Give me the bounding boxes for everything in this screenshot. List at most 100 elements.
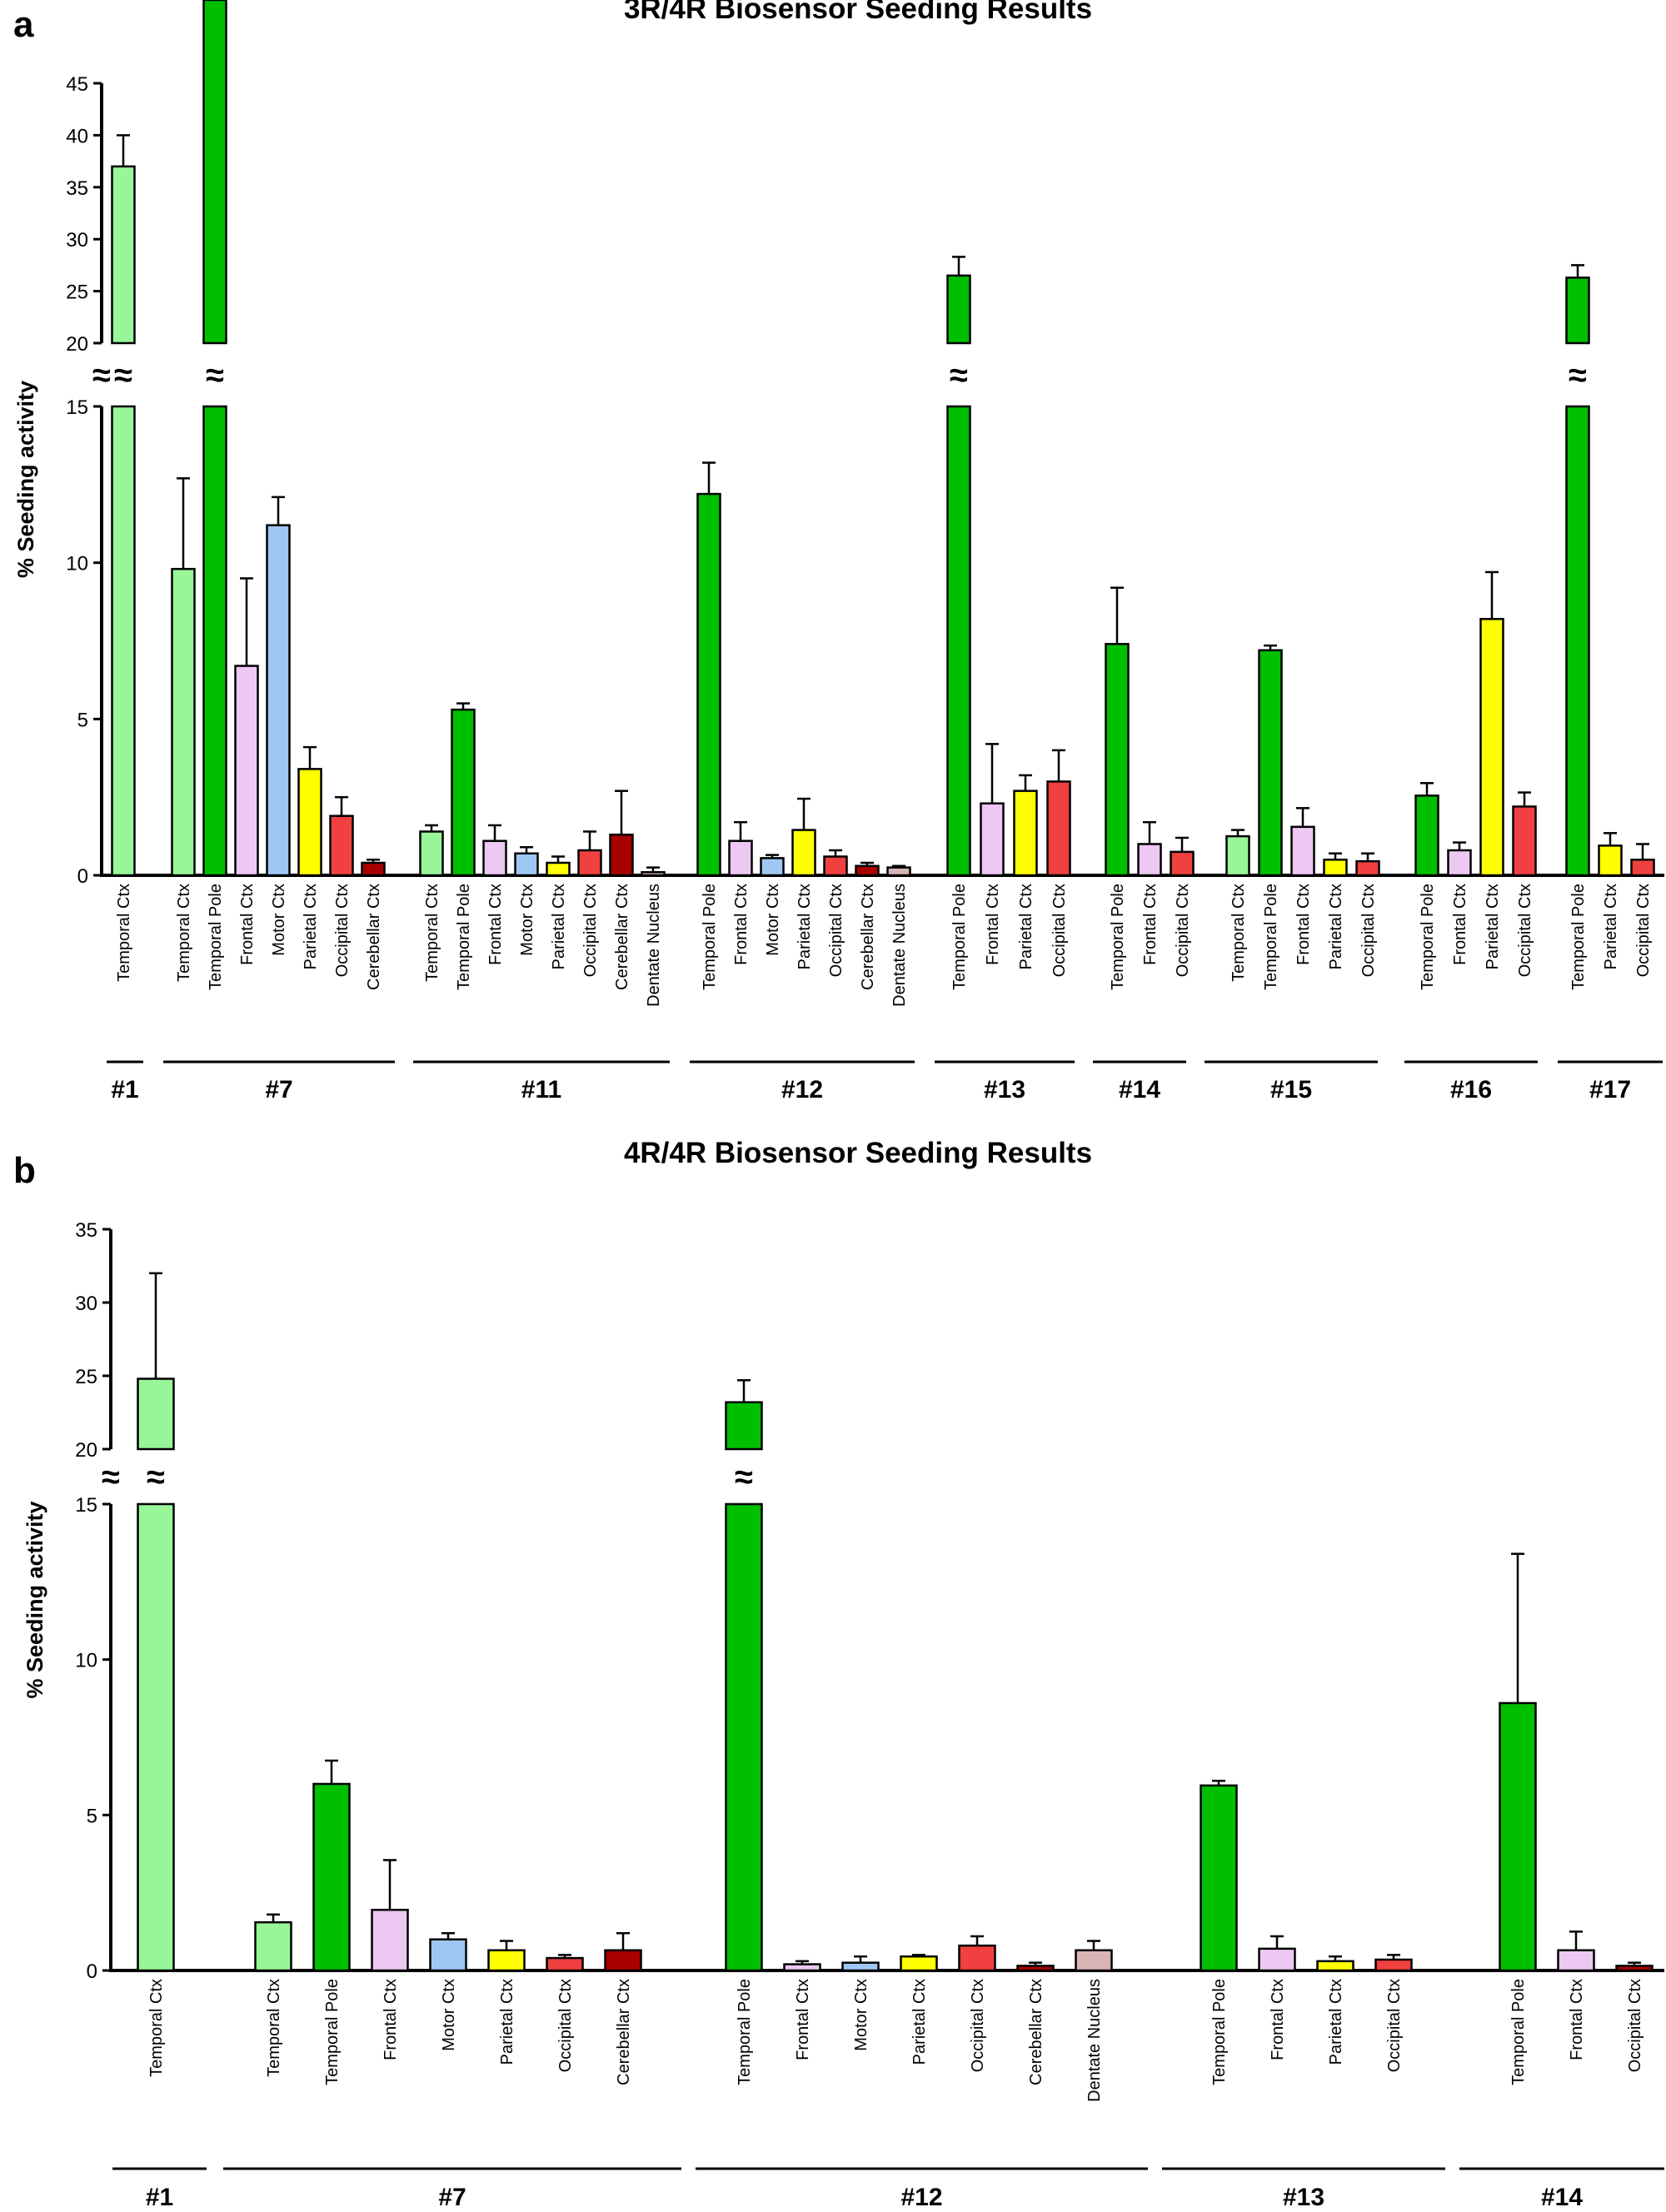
bar-lower-segment xyxy=(202,405,227,877)
axis-break-icon: ≈ xyxy=(92,357,111,394)
bar-category-label: Temporal Pole xyxy=(207,884,225,990)
bar xyxy=(1046,780,1071,877)
bar-category-label: Temporal Pole xyxy=(1262,884,1280,990)
bar xyxy=(791,829,816,877)
bar-category-label: Cerebellar Ctx xyxy=(365,884,383,990)
bar-category-label: Dentate Nucleus xyxy=(645,884,663,1007)
bar xyxy=(1225,834,1250,877)
panel-a: a 3R/4R Biosensor Seeding Results % Seedin… xyxy=(13,0,1664,1104)
bar xyxy=(1565,276,1590,345)
bar-category-label: Occipital Ctx xyxy=(1174,884,1192,977)
bar-lower-segment xyxy=(111,405,136,877)
bar xyxy=(1414,795,1439,877)
bar xyxy=(171,567,196,877)
bar xyxy=(266,524,291,877)
bar-category-label: Frontal Ctx xyxy=(1451,884,1469,965)
bar-category-label: Temporal Pole xyxy=(701,884,719,990)
group-case-14: Temporal Pole Frontal Ctx Occipital Ctx #14 xyxy=(1459,1552,1664,2211)
group-label: #13 xyxy=(984,1076,1025,1104)
bar-category-label: Temporal Pole xyxy=(1210,1979,1229,2085)
bar-category-label: Occipital Ctx xyxy=(1050,884,1069,977)
bar-category-label: Dentate Nucleus xyxy=(1085,1979,1104,2102)
bar-category-label: Temporal Ctx xyxy=(423,884,441,982)
panel-label: b xyxy=(13,1150,36,1191)
bar xyxy=(604,1949,642,1972)
bar-category-label: Parietal Ctx xyxy=(1602,884,1620,969)
bar-break-icon: ≈ xyxy=(735,1459,753,1496)
bar xyxy=(1615,1965,1654,1972)
bar xyxy=(783,1963,821,1972)
group-label: #12 xyxy=(781,1076,823,1104)
bar-category-label: Temporal Ctx xyxy=(1230,884,1248,982)
bar-category-label: Occipital Ctx xyxy=(581,884,600,977)
group-label: #15 xyxy=(1270,1076,1312,1104)
group-case-12: ≈ Temporal Pole Frontal Ctx Motor Ctx Pariet… xyxy=(696,1379,1148,2211)
panel-b: b 4R/4R Biosensor Seeding Results % Seedin… xyxy=(13,1137,1664,2211)
y-tick-label: 10 xyxy=(75,1650,97,1672)
bar xyxy=(1598,844,1623,877)
bar xyxy=(361,861,386,877)
group-case-13: Temporal Pole Frontal Ctx Parietal Ctx Occi… xyxy=(1162,1780,1445,2211)
bar-category-label: Temporal Pole xyxy=(1509,1979,1528,2085)
bar xyxy=(958,1944,996,1972)
bar xyxy=(1016,1965,1055,1972)
bar-lower-segment xyxy=(946,405,971,877)
bar xyxy=(487,1949,526,1972)
bar xyxy=(1075,1949,1113,1972)
bar-category-label: Temporal Ctx xyxy=(175,884,193,982)
group-case-11: Temporal Ctx Temporal Pole Frontal Ctx Moto… xyxy=(413,702,670,1104)
bar-category-label: Frontal Ctx xyxy=(1294,884,1313,965)
bar-category-label: Temporal Pole xyxy=(323,1979,342,2085)
bar-category-label: Frontal Ctx xyxy=(984,884,1002,965)
group-case-16: Temporal Pole Frontal Ctx Parietal Ctx Occi… xyxy=(1404,570,1538,1104)
bar xyxy=(234,665,259,877)
bar-category-label: Frontal Ctx xyxy=(486,884,505,965)
bar xyxy=(329,815,354,877)
y-tick-label: 35 xyxy=(66,177,88,200)
bar-category-label: Occipital Ctx xyxy=(556,1979,575,2072)
bar xyxy=(202,0,227,345)
bar xyxy=(1316,1960,1354,1972)
axis-break-icon: ≈ xyxy=(102,1459,120,1496)
bar xyxy=(137,1378,175,1451)
bar xyxy=(429,1938,467,1972)
bar xyxy=(371,1908,409,1972)
bar-category-label: Occipital Ctx xyxy=(1385,1979,1404,2072)
bar xyxy=(451,708,476,877)
bar-break-icon: ≈ xyxy=(206,357,224,394)
bar-category-label: Motor Ctx xyxy=(270,884,288,956)
y-tick-label: 25 xyxy=(75,1366,97,1388)
bar-category-label: Parietal Ctx xyxy=(1327,884,1345,969)
bar xyxy=(1105,643,1130,877)
bar-category-label: Motor Ctx xyxy=(518,884,536,956)
bar xyxy=(1479,617,1504,877)
bar xyxy=(1170,850,1195,877)
bar-category-label: Frontal Ctx xyxy=(732,884,751,965)
bar-lower-segment xyxy=(725,1502,763,1972)
bar xyxy=(841,1961,880,1972)
bar-category-label: Frontal Ctx xyxy=(238,884,257,965)
y-tick-label: 5 xyxy=(87,1805,97,1827)
bar-category-label: Cerebellar Ctx xyxy=(613,884,631,990)
bar xyxy=(1290,825,1315,877)
group-label: #14 xyxy=(1119,1076,1160,1104)
bar-category-label: Occipital Ctx xyxy=(1626,1979,1644,2072)
bar-category-label: Cerebellar Ctx xyxy=(859,884,877,990)
y-axis-label: % Seeding activity xyxy=(13,381,38,578)
y-tick-label: 5 xyxy=(77,709,88,731)
group-case-13: ≈ Temporal Pole Frontal Ctx Parietal Ctx Occ… xyxy=(935,256,1075,1104)
chart-title: 3R/4R Biosensor Seeding Results xyxy=(624,0,1092,25)
y-tick-label: 30 xyxy=(75,1293,97,1315)
y-tick-label: 10 xyxy=(66,553,88,575)
y-tick-label: 15 xyxy=(75,1494,97,1517)
bar xyxy=(1323,858,1348,877)
bar xyxy=(980,802,1005,877)
group-label: #12 xyxy=(900,2184,942,2211)
bar-category-label: Frontal Ctx xyxy=(1141,884,1160,965)
bar-category-label: Frontal Ctx xyxy=(1269,1979,1287,2060)
bar-category-label: Motor Ctx xyxy=(440,1979,458,2051)
bar-break-icon: ≈ xyxy=(950,357,968,394)
bar-category-label: Parietal Ctx xyxy=(910,1979,929,2065)
bar xyxy=(546,1956,584,1972)
bar xyxy=(1512,805,1537,877)
